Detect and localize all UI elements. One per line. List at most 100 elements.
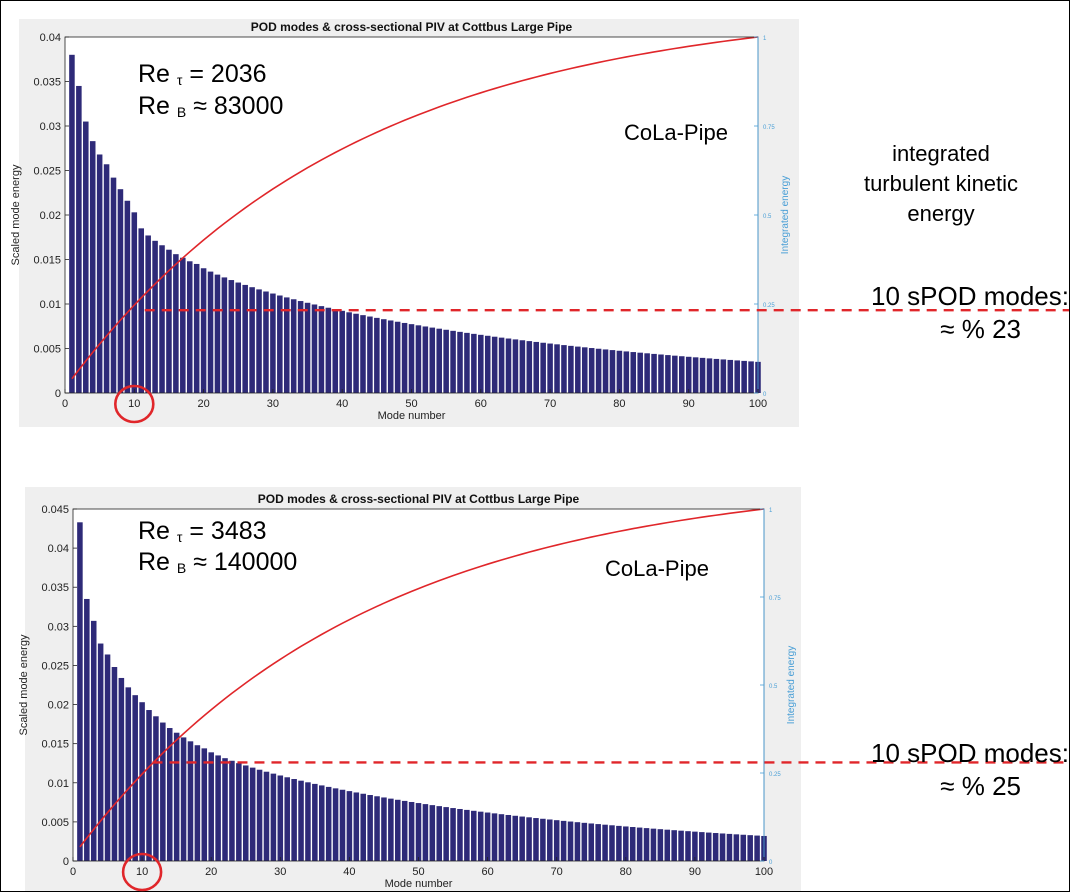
bar xyxy=(741,360,747,393)
chart-title: POD modes & cross-sectional PIV at Cottb… xyxy=(251,20,573,34)
bar xyxy=(484,335,491,393)
bar xyxy=(748,361,754,393)
bar xyxy=(464,809,470,861)
x-tick-label: 40 xyxy=(343,866,355,878)
bar xyxy=(89,141,96,393)
highlight-circle xyxy=(121,852,163,892)
bar xyxy=(630,352,637,393)
bar xyxy=(83,121,89,394)
bar xyxy=(401,800,408,861)
x-tick-label: 90 xyxy=(689,866,701,878)
bar xyxy=(692,831,698,861)
bar xyxy=(388,798,394,861)
bar xyxy=(304,302,311,393)
x-tick-label: 40 xyxy=(336,398,348,410)
x-tick-label: 100 xyxy=(749,398,767,410)
bar xyxy=(256,289,262,393)
y-tick-label: 0.035 xyxy=(33,77,61,89)
bar xyxy=(699,832,705,861)
bar xyxy=(173,254,179,393)
bar xyxy=(104,654,111,861)
bar xyxy=(374,796,380,861)
bar xyxy=(201,748,208,861)
bar xyxy=(166,728,173,861)
y2-tick-label: 0.75 xyxy=(763,125,775,131)
cola-pipe-label-bottom: CoLa-Pipe xyxy=(605,556,709,581)
bar xyxy=(187,741,194,861)
x-tick-label: 60 xyxy=(481,866,493,878)
bar xyxy=(665,355,671,393)
bar xyxy=(367,316,373,393)
bar xyxy=(200,268,207,393)
bar xyxy=(436,806,442,861)
x-tick-label: 10 xyxy=(128,398,140,410)
bar xyxy=(547,343,553,393)
bar xyxy=(249,767,256,861)
bar xyxy=(658,354,664,393)
bar xyxy=(353,313,359,393)
x-tick-label: 70 xyxy=(551,866,563,878)
bar xyxy=(394,321,401,393)
bar xyxy=(540,818,546,861)
x-tick-label: 0 xyxy=(62,398,68,410)
bar xyxy=(395,799,401,861)
modes-label-top: 10 sPOD modes: ≈ % 23 xyxy=(801,280,1069,346)
bar xyxy=(353,792,360,861)
bar xyxy=(650,828,657,861)
bar xyxy=(110,177,117,393)
bar xyxy=(706,358,713,393)
y-tick-label: 0.03 xyxy=(40,121,61,133)
bar xyxy=(387,320,394,393)
re-tau-label: Re τ = 2036 xyxy=(138,60,267,88)
bar xyxy=(581,347,588,393)
bar xyxy=(685,831,691,861)
note-line-3: energy xyxy=(907,201,975,226)
bar xyxy=(125,687,132,861)
modes-value-bottom: ≈ % 25 xyxy=(940,771,1021,801)
bar xyxy=(193,263,200,393)
y-tick-label: 0.04 xyxy=(40,32,61,44)
re-tau-label-bottom: Re τ = 3483 xyxy=(138,517,267,545)
y-tick-label: 0.04 xyxy=(48,543,69,555)
bar xyxy=(153,716,159,861)
bar xyxy=(132,695,138,861)
bar xyxy=(609,825,615,861)
bar xyxy=(408,324,415,393)
bar xyxy=(740,834,747,861)
bar xyxy=(733,834,740,861)
x-tick-label: 50 xyxy=(405,398,417,410)
x-tick-label: 90 xyxy=(683,398,695,410)
bar xyxy=(242,284,248,393)
bar xyxy=(291,779,297,861)
y-tick-label: 0.005 xyxy=(41,817,69,829)
modes-value-top: ≈ % 23 xyxy=(940,314,1021,344)
bar xyxy=(131,212,138,393)
bar xyxy=(346,312,352,393)
note-line-1: integrated xyxy=(892,141,990,166)
bar xyxy=(526,341,533,393)
chart-title: POD modes & cross-sectional PIV at Cottb… xyxy=(258,492,580,506)
bar xyxy=(478,334,484,393)
bar xyxy=(720,359,727,393)
y2-tick-label: 1 xyxy=(769,508,773,514)
bar xyxy=(297,301,304,393)
bar xyxy=(519,816,525,861)
x-tick-label: 80 xyxy=(613,398,625,410)
bar xyxy=(401,322,408,393)
bar xyxy=(152,240,158,393)
y-tick-label: 0.025 xyxy=(33,166,61,178)
y-tick-label: 0 xyxy=(55,388,61,400)
re-b-label: Re B ≈ 83000 xyxy=(138,92,284,120)
bar xyxy=(616,825,622,861)
bar xyxy=(498,337,505,393)
integrated-energy-note: integrated turbulent kinetic energy xyxy=(821,139,1061,229)
bar xyxy=(97,643,104,861)
bar xyxy=(90,620,97,861)
bar xyxy=(498,814,505,861)
bar xyxy=(471,333,477,393)
bar xyxy=(651,353,657,393)
bar xyxy=(374,317,380,393)
bar xyxy=(263,771,270,861)
bar xyxy=(574,822,581,861)
